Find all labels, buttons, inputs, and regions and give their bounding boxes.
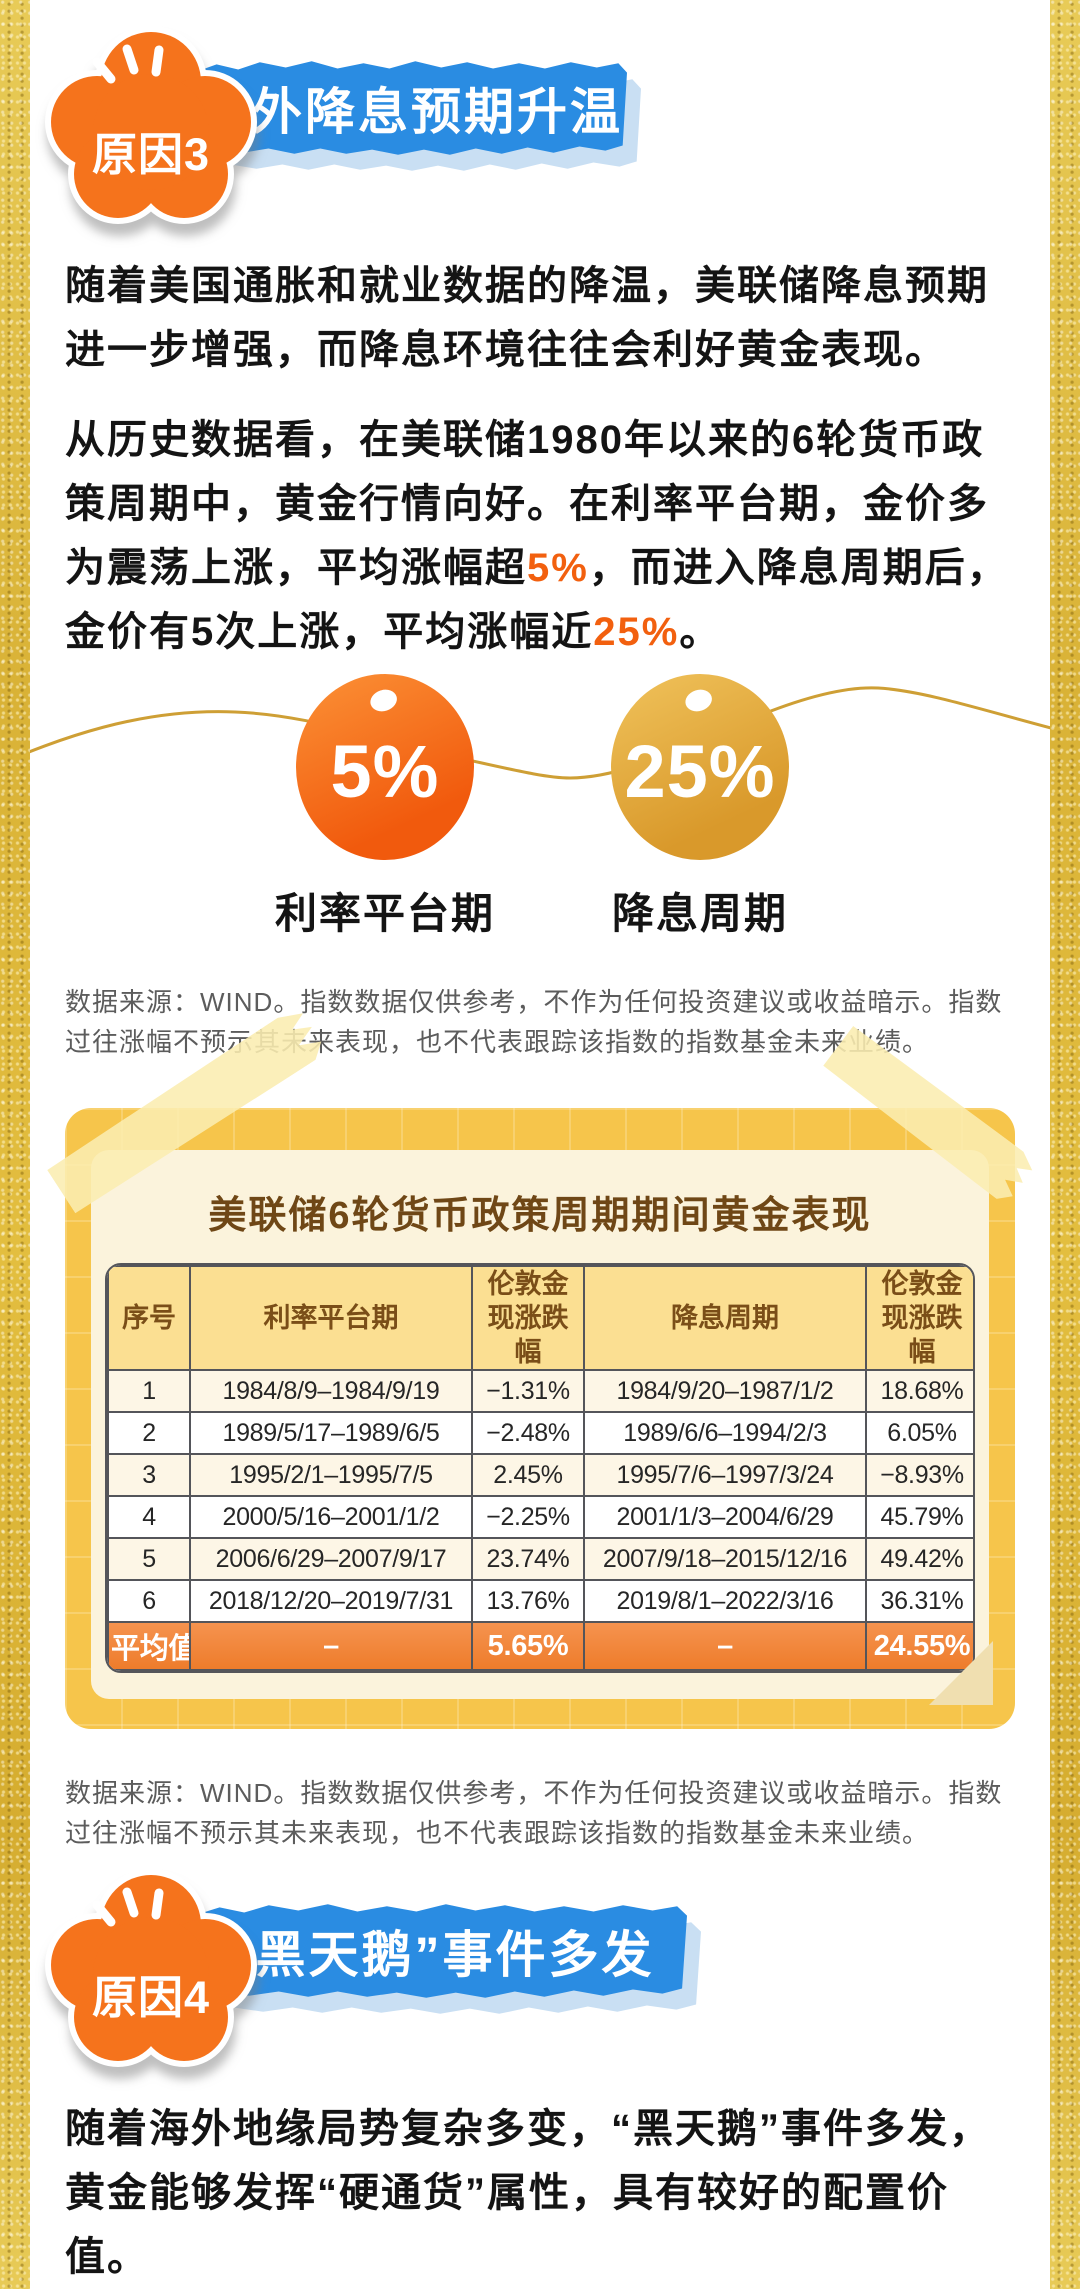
sparkle-dashes-icon	[92, 1887, 164, 1927]
flower-badge-icon	[45, 1869, 257, 2067]
highlight-value: 5%	[527, 546, 589, 590]
paragraph: 随着美国通胀和就业数据的降温，美联储降息预期进一步增强，而降息环境往往会利好黄金…	[65, 264, 989, 372]
table-cell: 1984/8/9–1984/9/19	[189, 1369, 473, 1413]
table-cell: 1	[107, 1369, 191, 1413]
table-cell: 4	[107, 1495, 191, 1539]
data-source-disclaimer: 数据来源：WIND。指数数据仅供参考，不作为任何投资建议或收益暗示。指数过往涨幅…	[65, 987, 1003, 1057]
table-cell: 2007/9/18–2015/12/16	[583, 1537, 867, 1581]
table-cell: 24.55%	[865, 1621, 973, 1671]
table-cell: 1995/2/1–1995/7/5	[189, 1453, 473, 1497]
table-cell: 1995/7/6–1997/3/24	[583, 1453, 867, 1497]
table-cell: 5.65%	[471, 1621, 585, 1671]
table-title: 美联储6轮货币政策周期期间黄金表现	[190, 1184, 890, 1243]
table-cell: −1.31%	[471, 1369, 585, 1413]
data-source-disclaimer: 数据来源：WIND。指数数据仅供参考，不作为任何投资建议或收益暗示。指数过往涨幅…	[65, 1778, 1003, 1848]
table-row: 2 1989/5/17–1989/6/5 −2.48% 1989/6/6–199…	[107, 1411, 973, 1455]
section-title: “黑天鹅”事件多发	[227, 1927, 655, 1983]
table-row: 1 1984/8/9–1984/9/19 −1.31% 1984/9/20–19…	[107, 1369, 973, 1413]
paragraph-part: ，而进入降息周期后，金价有5次上涨，平均涨幅近	[65, 546, 1009, 654]
tag-hole-icon	[682, 686, 715, 715]
table-cell: 1984/9/20–1987/1/2	[583, 1369, 867, 1413]
col-header: 序号	[107, 1265, 191, 1371]
gold-border-left	[0, 0, 30, 2289]
table-cell: 2006/6/29–2007/9/17	[189, 1537, 473, 1581]
table-cell: –	[583, 1621, 867, 1671]
reason3-header: 海外降息预期升温	[45, 26, 1015, 238]
table-cell: 2018/12/20–2019/7/31	[189, 1579, 473, 1623]
stat-value: 5%	[330, 729, 440, 813]
gold-data-card: 美联储6轮货币政策周期期间黄金表现 序号 利率平台期 伦敦金现涨跌幅 降息周期 …	[65, 1108, 1015, 1729]
card-inner-panel: 美联储6轮货币政策周期期间黄金表现 序号 利率平台期 伦敦金现涨跌幅 降息周期 …	[91, 1150, 989, 1699]
page-fold-corner	[929, 1641, 993, 1705]
table-cell: 23.74%	[471, 1537, 585, 1581]
table-cell: 1989/5/17–1989/6/5	[189, 1411, 473, 1455]
torn-paper-banner: 海外降息预期升温	[195, 61, 627, 155]
col-header: 利率平台期	[189, 1265, 473, 1371]
table-row: 5 2006/6/29–2007/9/17 23.74% 2007/9/18–2…	[107, 1537, 973, 1581]
reason3-banner: 海外降息预期升温	[195, 56, 641, 171]
title-highlight-bar	[190, 1223, 890, 1243]
reason4-header: “黑天鹅”事件多发	[45, 1869, 1015, 2081]
table-title-wrap: 美联储6轮货币政策周期期间黄金表现	[105, 1184, 975, 1243]
table-header-row: 序号 利率平台期 伦敦金现涨跌幅 降息周期 伦敦金现涨跌幅	[107, 1265, 973, 1371]
stat-value: 25%	[624, 729, 776, 813]
reason4-badge: 原因4	[45, 1865, 257, 2077]
paragraph-part: 。	[679, 610, 722, 654]
table-cell: 2019/8/1–2022/3/16	[583, 1579, 867, 1623]
table-cell: 13.76%	[471, 1579, 585, 1623]
table-cell: 3	[107, 1453, 191, 1497]
table-cell: 2.45%	[471, 1453, 585, 1497]
col-header: 降息周期	[583, 1265, 867, 1371]
table-cell: −2.48%	[471, 1411, 585, 1455]
flower-badge-icon	[45, 26, 257, 224]
table-cell: 49.42%	[865, 1537, 973, 1581]
gold-border-right	[1050, 0, 1080, 2289]
torn-paper-banner: “黑天鹅”事件多发	[195, 1904, 687, 1998]
table-cell: 18.68%	[865, 1369, 973, 1413]
table-cell: –	[189, 1621, 473, 1671]
table-cell: 2001/1/3–2004/6/29	[583, 1495, 867, 1539]
badge-label: 原因4	[91, 1972, 211, 2023]
table-average-row: 平均值 – 5.65% – 24.55%	[107, 1621, 973, 1671]
table-cell: 6	[107, 1579, 191, 1623]
table-cell: −8.93%	[865, 1453, 973, 1497]
stat-label: 降息周期	[611, 890, 788, 937]
paragraph-part: 从历史数据看，在美联储1980年以来的6轮货币政策周期中，黄金行情向好。在利率平…	[65, 418, 989, 590]
table-cell: 45.79%	[865, 1495, 973, 1539]
table-cell: 1989/6/6–1994/2/3	[583, 1411, 867, 1455]
stat-circle-rate-cut: 25%	[611, 674, 789, 860]
table-cell: 36.31%	[865, 1579, 973, 1623]
table-cell: 6.05%	[865, 1411, 973, 1455]
stats-figure: 5% 25% 利率平台期 降息周期	[0, 668, 1080, 968]
gold-performance-table: 序号 利率平台期 伦敦金现涨跌幅 降息周期 伦敦金现涨跌幅 1 1984/8/9…	[105, 1263, 975, 1673]
col-header: 伦敦金现涨跌幅	[865, 1265, 973, 1371]
stat-label: 利率平台期	[274, 890, 495, 937]
table-row: 6 2018/12/20–2019/7/31 13.76% 2019/8/1–2…	[107, 1579, 973, 1623]
table-cell: 平均值	[107, 1621, 191, 1671]
stat-circle-rate-plateau: 5%	[296, 674, 474, 860]
table-row: 4 2000/5/16–2001/1/2 −2.25% 2001/1/3–200…	[107, 1495, 973, 1539]
paragraph: 从历史数据看，在美联储1980年以来的6轮货币政策周期中，黄金行情向好。在利率平…	[65, 408, 1015, 664]
col-header: 伦敦金现涨跌幅	[471, 1265, 585, 1371]
reason3-badge: 原因3	[45, 22, 257, 234]
reason4-banner: “黑天鹅”事件多发	[195, 1899, 701, 2014]
tag-hole-icon	[367, 686, 400, 715]
table-cell: −2.25%	[471, 1495, 585, 1539]
section-title: 海外降息预期升温	[199, 84, 623, 140]
gold-thread-line	[0, 686, 1080, 780]
table-cell: 2	[107, 1411, 191, 1455]
table-row: 3 1995/2/1–1995/7/5 2.45% 1995/7/6–1997/…	[107, 1453, 973, 1497]
sparkle-dashes-icon	[92, 44, 164, 84]
table-cell: 5	[107, 1537, 191, 1581]
highlight-value: 25%	[593, 610, 680, 654]
badge-label: 原因3	[91, 129, 211, 180]
table-cell: 2000/5/16–2001/1/2	[189, 1495, 473, 1539]
paragraph: 随着海外地缘局势复杂多变，“黑天鹅”事件多发，黄金能够发挥“硬通货”属性，具有较…	[65, 2107, 991, 2279]
